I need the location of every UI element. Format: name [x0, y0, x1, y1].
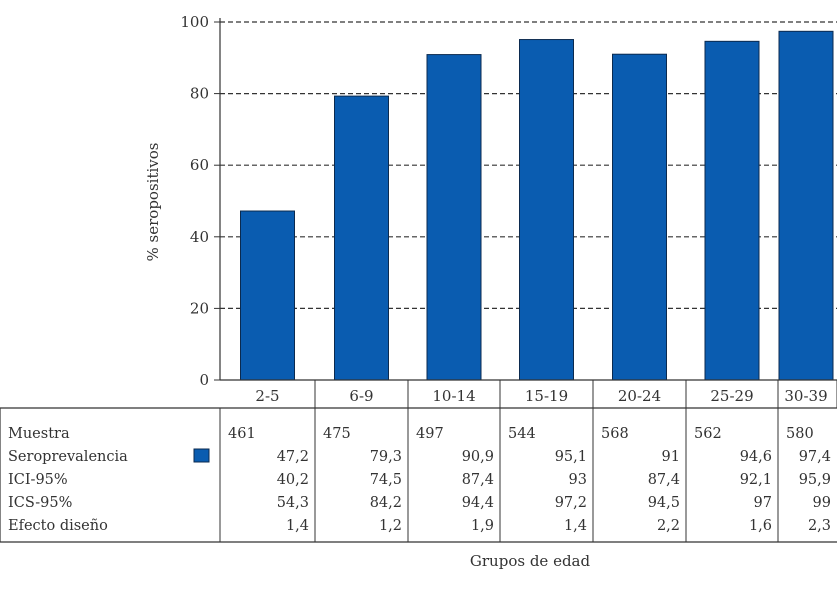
- table-cell: 74,5: [370, 472, 402, 488]
- table-cell: 54,3: [277, 495, 309, 511]
- bar-15-19: [519, 39, 574, 381]
- table-row-label: Seroprevalencia: [8, 449, 128, 465]
- x-tick-label: 20-24: [618, 387, 661, 405]
- table-cell: 95,9: [799, 472, 831, 488]
- table-cell: 94,6: [740, 449, 772, 465]
- y-tick-label: 60: [190, 156, 209, 174]
- axes: [214, 18, 837, 381]
- table-cell: 97,4: [799, 449, 831, 465]
- table-row-label: Efecto diseño: [8, 518, 108, 534]
- y-tick-label: 100: [180, 13, 209, 31]
- table-cell: 87,4: [648, 472, 680, 488]
- table-cell: 562: [694, 426, 722, 442]
- x-tick-label: 10-14: [432, 387, 475, 405]
- seroprevalence-chart: 0 20 40 60 80 100 2-5 6-9 10-14 15-19 20-24 25-29 3…: [0, 13, 837, 543]
- legend-swatch: [193, 448, 210, 463]
- y-tick-label: 20: [190, 299, 209, 317]
- table-cell: 568: [601, 426, 629, 442]
- table-row-label: ICS-95%: [8, 495, 72, 511]
- bar-30-39: [778, 30, 834, 381]
- table-cell: 95,1: [555, 449, 587, 465]
- table-cell: 544: [508, 426, 536, 442]
- table-cell: 97: [754, 495, 772, 511]
- y-tick-labels: 0 20 40 60 80 100: [180, 13, 209, 389]
- table-cell: 1,4: [564, 518, 587, 534]
- table-cell: 1,6: [749, 518, 772, 534]
- bar-25-29: [704, 40, 760, 381]
- table-cell: 93: [569, 472, 587, 488]
- bar-2-5: [240, 210, 295, 381]
- y-tick-label: 40: [190, 228, 209, 246]
- data-table: Muestra 461 475 497 544 568 562 580 Seroprevalen…: [0, 407, 837, 543]
- table-cell: 97,2: [555, 495, 587, 511]
- table-cell: 87,4: [462, 472, 494, 488]
- table-cell: 40,2: [277, 472, 309, 488]
- x-tick-label: 15-19: [525, 387, 568, 405]
- x-tick-label: 30-39: [784, 387, 827, 405]
- table-cell: 91: [662, 449, 680, 465]
- bars: [240, 30, 834, 381]
- table-cell: 497: [416, 426, 444, 442]
- table-cell: 1,9: [471, 518, 494, 534]
- x-tick-label: 25-29: [710, 387, 753, 405]
- y-tick-label: 0: [199, 371, 209, 389]
- table-cell: 84,2: [370, 495, 402, 511]
- table-cell: 92,1: [740, 472, 772, 488]
- x-tick-label: 2-5: [255, 387, 279, 405]
- y-axis-label: % seropositivos: [144, 143, 162, 262]
- table-row-label: ICI-95%: [8, 472, 68, 488]
- table-cell: 94,4: [462, 495, 494, 511]
- table-cell: 580: [786, 426, 814, 442]
- table-cell: 1,4: [286, 518, 309, 534]
- bar-20-24: [612, 53, 667, 381]
- table-cell: 2,2: [657, 518, 680, 534]
- table-cell: 1,2: [379, 518, 402, 534]
- x-tick-label: 6-9: [349, 387, 373, 405]
- x-tick-labels: 2-5 6-9 10-14 15-19 20-24 25-29 30-39: [255, 380, 837, 408]
- table-cell: 2,3: [808, 518, 831, 534]
- table-cell: 47,2: [277, 449, 309, 465]
- table-cell: 99: [813, 495, 831, 511]
- table-cell: 94,5: [648, 495, 680, 511]
- table-cell: 90,9: [462, 449, 494, 465]
- table-cell: 79,3: [370, 449, 402, 465]
- x-axis-label: Grupos de edad: [469, 552, 591, 570]
- table-cell: 475: [323, 426, 351, 442]
- bar-10-14: [426, 54, 482, 381]
- table-cell: 461: [228, 426, 256, 442]
- y-tick-label: 80: [190, 85, 209, 103]
- table-row-label: Muestra: [8, 426, 70, 442]
- bar-6-9: [334, 95, 389, 381]
